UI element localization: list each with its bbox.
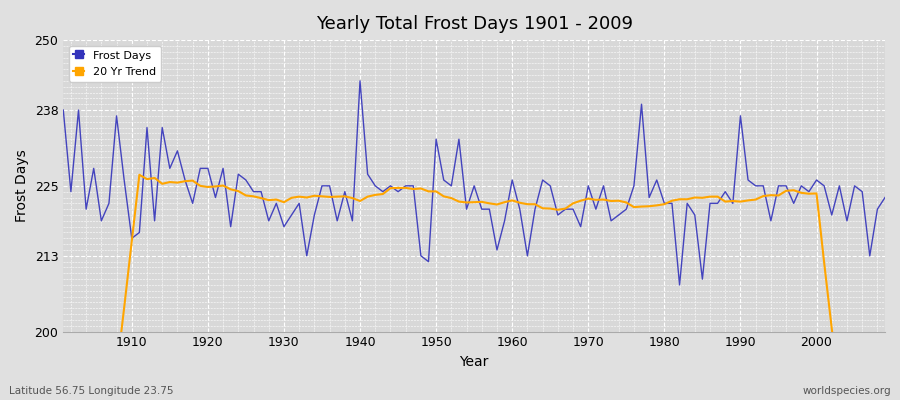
Title: Yearly Total Frost Days 1901 - 2009: Yearly Total Frost Days 1901 - 2009 [316,15,633,33]
X-axis label: Year: Year [460,355,489,369]
Y-axis label: Frost Days: Frost Days [15,150,29,222]
Text: Latitude 56.75 Longitude 23.75: Latitude 56.75 Longitude 23.75 [9,386,174,396]
Text: worldspecies.org: worldspecies.org [803,386,891,396]
Legend: Frost Days, 20 Yr Trend: Frost Days, 20 Yr Trend [68,46,161,82]
